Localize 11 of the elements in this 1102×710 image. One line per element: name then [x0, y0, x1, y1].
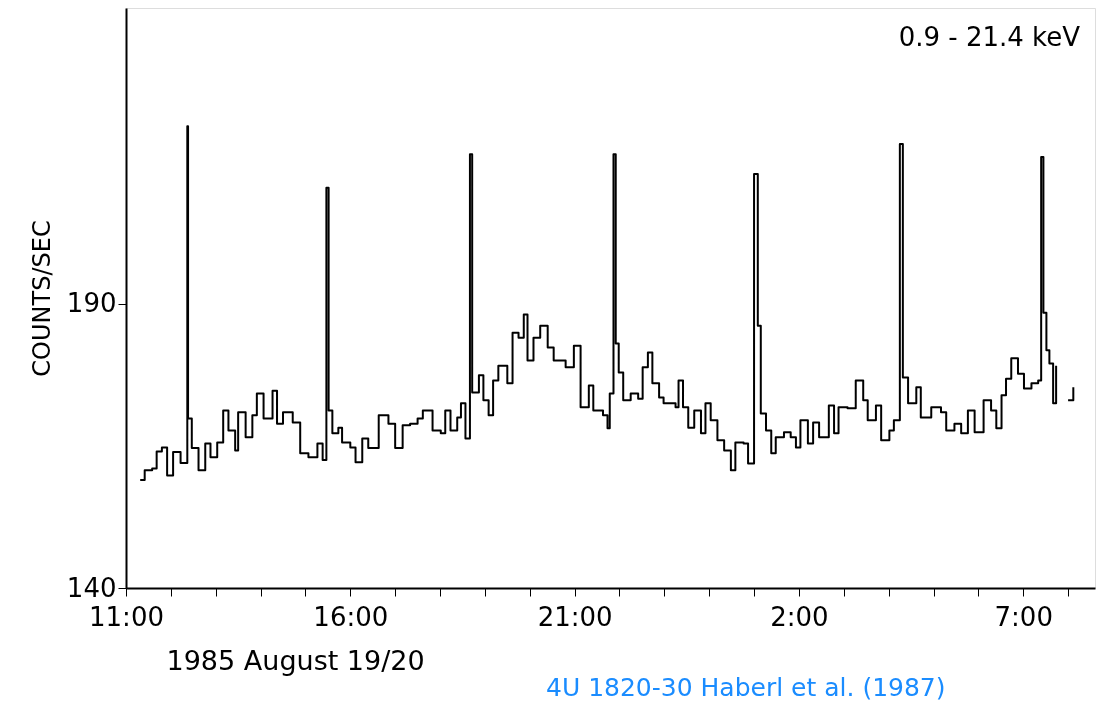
text: 4U 1820-30 Haberl et al. (1987) — [546, 673, 946, 702]
y-tick-label: 140 — [66, 572, 117, 603]
x-tick-label: 7:00 — [994, 601, 1053, 632]
annotation: 0.9 - 21.4 keV — [898, 22, 1081, 52]
x-tick-label: 21:00 — [537, 601, 613, 632]
x-tick-label: 11:00 — [89, 601, 164, 632]
y-tick-label: 190 — [66, 288, 117, 319]
x-axis-title: 1985 August 19/20 — [166, 644, 425, 676]
x-tick-label: 2:00 — [770, 601, 829, 632]
y-axis-title: COUNTS/SEC — [27, 220, 56, 377]
x-tick-label: 16:00 — [313, 601, 389, 632]
